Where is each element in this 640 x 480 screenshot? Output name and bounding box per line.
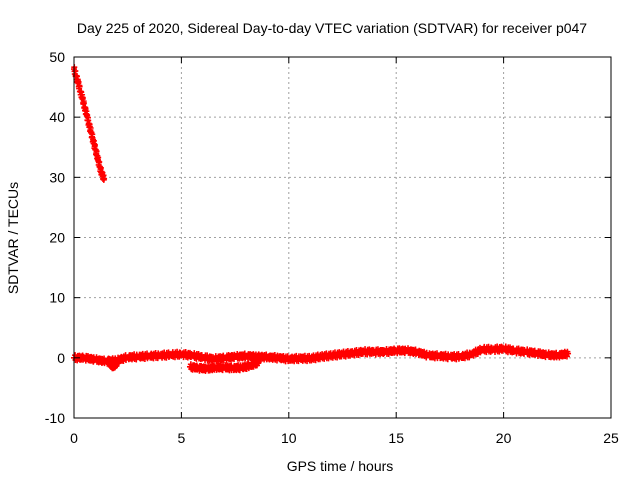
x-tick-label: 10 [281,430,297,446]
grid [74,57,611,418]
y-tick-label: -10 [45,410,65,426]
data-point [565,350,572,357]
chart-title: Day 225 of 2020, Sidereal Day-to-day VTE… [77,20,587,36]
y-tick-label: 0 [57,350,65,366]
data-point [113,359,120,366]
x-tick-label: 0 [70,430,78,446]
data-point [79,94,86,101]
y-tick-label: 40 [49,109,65,125]
axis-ticks: 0 5 10 15 20 25 -10 0 10 20 30 40 50 [45,49,619,446]
y-tick-label: 20 [49,230,65,246]
data-point [101,175,108,182]
x-axis-title: GPS time / hours [287,458,394,474]
y-axis-title: SDTVAR / TECUs [5,182,21,294]
x-tick-label: 15 [388,430,404,446]
x-tick-label: 25 [603,430,619,446]
data-points [71,64,572,375]
y-tick-label: 10 [49,290,65,306]
x-tick-label: 5 [178,430,186,446]
y-tick-label: 50 [49,49,65,65]
x-tick-label: 20 [496,430,512,446]
y-tick-label: 30 [49,169,65,185]
data-point [255,359,262,366]
